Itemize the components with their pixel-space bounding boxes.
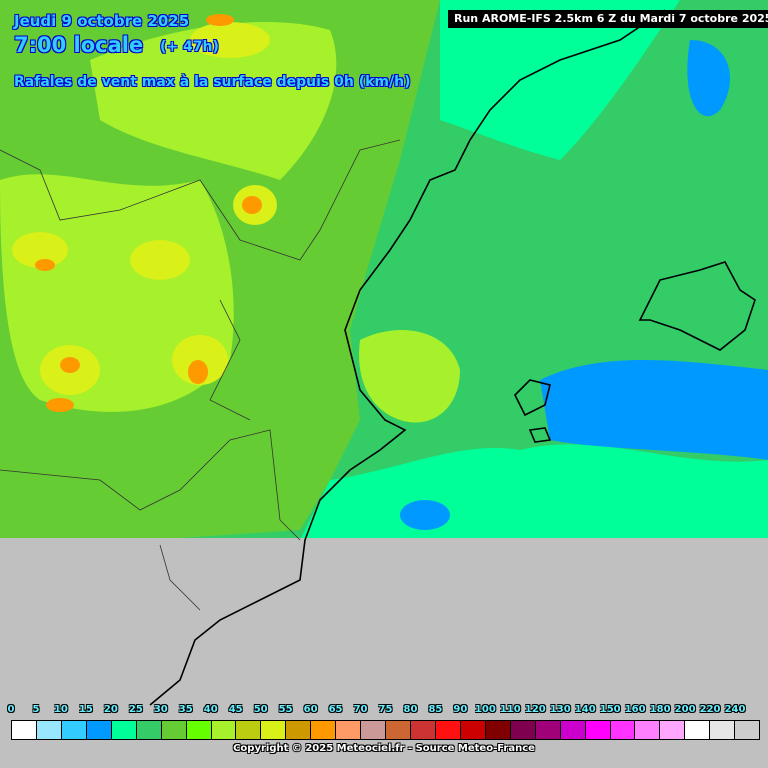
legend-swatch: [610, 721, 636, 739]
legend-swatch: [211, 721, 237, 739]
legend-swatch: [386, 721, 411, 739]
north-east-low-zone: [687, 40, 730, 117]
legend-label: 140: [574, 704, 596, 715]
legend-swatch: [535, 721, 561, 739]
legend-swatch: [585, 721, 611, 739]
legend-label: 60: [303, 704, 318, 715]
legend-label: 110: [499, 704, 521, 715]
legend-swatch: [411, 721, 436, 739]
legend-swatch: [161, 721, 187, 739]
legend-swatch: [12, 721, 37, 739]
legend-label: 220: [699, 704, 721, 715]
legend-label: 25: [128, 704, 143, 715]
legend-label: 65: [328, 704, 343, 715]
legend-label: 15: [78, 704, 93, 715]
copyright: Copyright © 2025 Meteociel.fr - Source M…: [233, 743, 535, 754]
forecast-date: Jeudi 9 octobre 2025: [14, 12, 190, 30]
legend-swatch: [510, 721, 536, 739]
legend-label: 30: [153, 704, 168, 715]
legend-label: 100: [474, 704, 496, 715]
legend-swatch: [111, 721, 137, 739]
parameter-title: Rafales de vent max à la surface depuis …: [14, 74, 411, 90]
blue-patch-south: [400, 500, 450, 530]
orange-patches: [35, 14, 262, 412]
legend-swatch: [236, 721, 262, 739]
legend-label: 85: [428, 704, 443, 715]
forecast-time: 7:00 locale: [14, 33, 144, 57]
legend-label: 80: [403, 704, 418, 715]
coastal-bright-zone: [359, 330, 460, 423]
legend-label: 55: [278, 704, 293, 715]
legend-swatch: [635, 721, 661, 739]
legend-label: 200: [674, 704, 696, 715]
legend-label: 240: [724, 704, 746, 715]
legend-swatch: [86, 721, 112, 739]
legend-label: 50: [253, 704, 268, 715]
legend-swatch: [261, 721, 287, 739]
forecast-lead-time: (+ 47h): [160, 39, 219, 55]
legend-label: 90: [453, 704, 468, 715]
high-gust-zone-north: [90, 21, 337, 180]
legend-swatch: [286, 721, 312, 739]
legend-swatch: [61, 721, 87, 739]
legend-label: 180: [649, 704, 671, 715]
legend-labels: 0 5 10 15 20 25 30 35 40 45 50 55 60 65 70 75 80 85 90 100 1…: [0, 704, 768, 718]
model-run-label: Run AROME-IFS 2.5km 6 Z du Mardi 7 octob…: [448, 10, 768, 28]
legend-label: 40: [203, 704, 218, 715]
legend-swatch: [560, 721, 586, 739]
legend-label: 120: [524, 704, 546, 715]
legend-label: 130: [549, 704, 571, 715]
legend-label: 10: [53, 704, 68, 715]
legend-label: 45: [228, 704, 243, 715]
legend-swatch: [710, 721, 736, 739]
legend-color-bar: [11, 720, 760, 740]
legend-swatch: [460, 721, 486, 739]
legend-swatch: [685, 721, 711, 739]
legend-swatch: [361, 721, 387, 739]
legend-label: 70: [353, 704, 368, 715]
legend-label: 160: [624, 704, 646, 715]
yellow-patches: [12, 22, 277, 395]
legend-swatch: [186, 721, 212, 739]
legend-label: 20: [103, 704, 118, 715]
balearic-low-zone: [540, 360, 768, 460]
legend-swatch: [336, 721, 362, 739]
legend-swatch: [36, 721, 62, 739]
borders: [0, 139, 401, 611]
legend-label: 5: [32, 704, 40, 715]
legend-label: 35: [178, 704, 193, 715]
legend-swatch: [311, 721, 337, 739]
legend-label: 150: [599, 704, 621, 715]
legend-swatch: [485, 721, 511, 739]
legend-swatch: [660, 721, 686, 739]
legend-swatch: [435, 721, 461, 739]
legend-swatch: [136, 721, 162, 739]
legend-label: 0: [7, 704, 15, 715]
legend-label: 75: [378, 704, 393, 715]
coastline: [149, 9, 756, 706]
legend-swatch: [735, 721, 760, 739]
